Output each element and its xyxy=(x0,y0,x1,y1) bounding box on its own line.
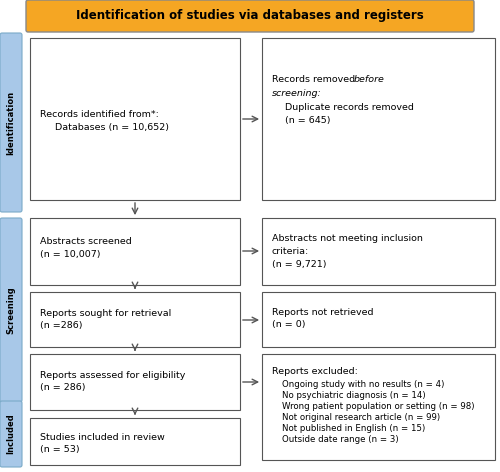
Text: screening:: screening: xyxy=(272,89,322,98)
Text: Included: Included xyxy=(6,413,16,455)
Text: criteria:: criteria: xyxy=(272,247,309,256)
Text: (n = 10,007): (n = 10,007) xyxy=(40,250,100,259)
Text: Ongoing study with no results (n = 4): Ongoing study with no results (n = 4) xyxy=(282,380,444,389)
FancyBboxPatch shape xyxy=(262,218,495,285)
FancyBboxPatch shape xyxy=(30,292,240,347)
Text: (n = 286): (n = 286) xyxy=(40,383,86,392)
FancyBboxPatch shape xyxy=(30,218,240,285)
FancyBboxPatch shape xyxy=(30,38,240,200)
Text: (n = 0): (n = 0) xyxy=(272,320,306,329)
Text: Identification of studies via databases and registers: Identification of studies via databases … xyxy=(76,9,424,23)
FancyBboxPatch shape xyxy=(262,38,495,200)
FancyBboxPatch shape xyxy=(0,33,22,212)
Text: Identification: Identification xyxy=(6,91,16,154)
Text: Studies included in review: Studies included in review xyxy=(40,433,165,442)
FancyBboxPatch shape xyxy=(30,354,240,410)
Text: Wrong patient population or setting (n = 98): Wrong patient population or setting (n =… xyxy=(282,402,474,411)
Text: Screening: Screening xyxy=(6,286,16,334)
Text: Not published in English (n = 15): Not published in English (n = 15) xyxy=(282,424,425,433)
Text: Duplicate records removed: Duplicate records removed xyxy=(285,103,414,112)
FancyBboxPatch shape xyxy=(0,401,22,467)
Text: (n = 9,721): (n = 9,721) xyxy=(272,260,326,269)
Text: Reports assessed for eligibility: Reports assessed for eligibility xyxy=(40,371,186,380)
Text: Abstracts screened: Abstracts screened xyxy=(40,237,132,246)
Text: Databases (n = 10,652): Databases (n = 10,652) xyxy=(55,123,169,132)
FancyBboxPatch shape xyxy=(30,418,240,465)
Text: Records removed: Records removed xyxy=(272,75,358,84)
Text: Reports sought for retrieval: Reports sought for retrieval xyxy=(40,309,171,318)
Text: No psychiatric diagnosis (n = 14): No psychiatric diagnosis (n = 14) xyxy=(282,391,426,400)
Text: (n =286): (n =286) xyxy=(40,321,82,330)
Text: Not original research article (n = 99): Not original research article (n = 99) xyxy=(282,413,440,422)
Text: Outside date range (n = 3): Outside date range (n = 3) xyxy=(282,435,399,444)
Text: Reports excluded:: Reports excluded: xyxy=(272,367,358,376)
Text: Reports not retrieved: Reports not retrieved xyxy=(272,308,374,317)
Text: (n = 645): (n = 645) xyxy=(285,116,331,125)
Text: before: before xyxy=(354,75,385,84)
FancyBboxPatch shape xyxy=(0,218,22,402)
FancyBboxPatch shape xyxy=(262,292,495,347)
FancyBboxPatch shape xyxy=(26,0,474,32)
Text: Records identified from*:: Records identified from*: xyxy=(40,110,159,119)
FancyBboxPatch shape xyxy=(262,354,495,460)
Text: (n = 53): (n = 53) xyxy=(40,445,80,454)
Text: Abstracts not meeting inclusion: Abstracts not meeting inclusion xyxy=(272,234,423,243)
